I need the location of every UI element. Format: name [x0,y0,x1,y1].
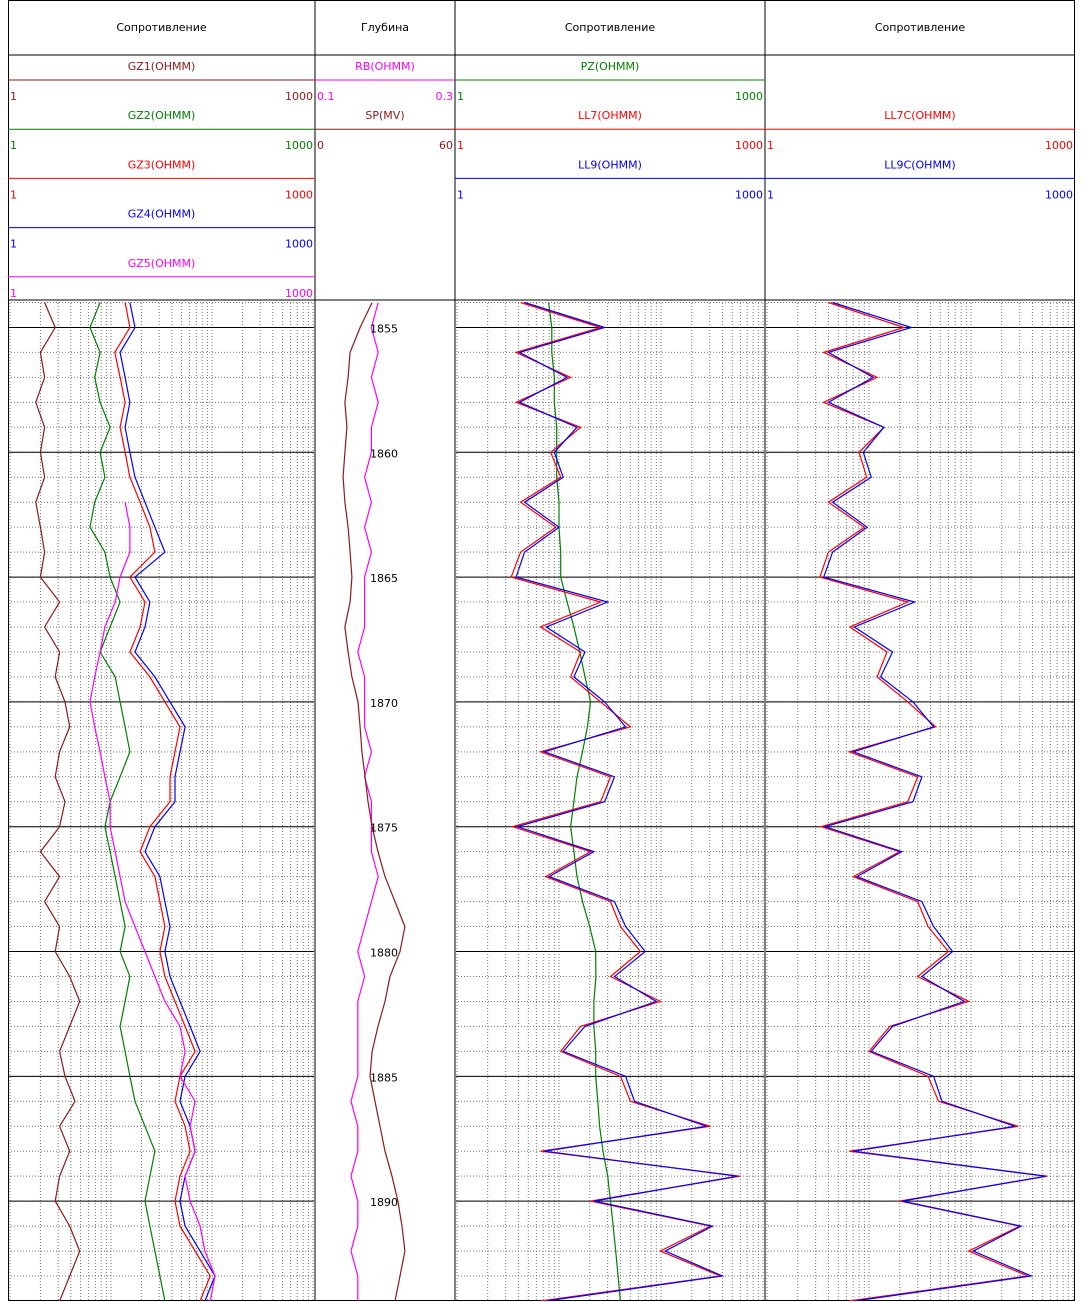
log-curve [822,301,1046,1301]
depth-label: 1865 [370,572,398,585]
curve-scale-max: 1000 [735,188,763,201]
curve-scale-max: 1000 [1045,188,1073,201]
curve-scale-max: 1000 [285,188,313,201]
depth-label: 1860 [370,447,398,460]
curve-name: PZ(OHMM) [581,60,640,73]
track-plot [9,301,314,1301]
curve-name: GZ5(OHMM) [128,257,196,270]
curve-scale-max: 1000 [1045,139,1073,152]
track-plot [456,301,764,1301]
curve-name: LL9(OHMM) [578,158,642,171]
curve-scale-min: 0 [317,139,324,152]
depth-label: 1875 [370,822,398,835]
curve-scale-min: 1 [457,188,464,201]
log-curve [350,302,379,1301]
curve-scale-max: 60 [439,139,453,152]
curve-scale-min: 1 [457,139,464,152]
track-plot [766,301,1074,1301]
curve-name: SP(MV) [365,109,404,122]
depth-label: 1885 [370,1071,398,1084]
curve-scale-min: 1 [10,139,17,152]
curve-scale-max: 1000 [285,287,313,300]
curve-scale-max: 1000 [285,90,313,103]
frame [8,0,1075,1301]
curve-scale-max: 0.3 [436,90,454,103]
depth-label: 1855 [370,322,398,335]
curve-name: GZ3(OHMM) [128,158,196,171]
curve-name: GZ4(OHMM) [128,208,196,221]
track-title: Сопротивление [875,21,965,34]
curve-name: LL7(OHMM) [578,109,642,122]
depth-label: 1890 [370,1196,398,1209]
curve-scale-min: 1 [457,90,464,103]
log-curve [114,302,211,1301]
log-curve [89,502,216,1301]
curve-scale-max: 1000 [735,90,763,103]
track-title: Сопротивление [565,21,655,34]
curve-name: LL9C(OHMM) [884,158,955,171]
track-title: Глубина [361,21,409,34]
curve-scale-max: 1000 [285,238,313,251]
log-curve [515,301,738,1301]
curve-scale-max: 1000 [735,139,763,152]
track-title: Сопротивление [116,21,206,34]
curve-scale-max: 1000 [285,139,313,152]
curve-scale-min: 1 [767,139,774,152]
log-curve [35,302,81,1301]
depth-label: 1870 [370,697,398,710]
log-curve [548,302,621,1301]
curve-name: RB(OHMM) [355,60,415,73]
curve-scale-min: 1 [10,188,17,201]
curve-scale-min: 1 [10,90,17,103]
curve-scale-min: 1 [10,287,17,300]
curve-name: GZ1(OHMM) [128,60,196,73]
curve-scale-min: 0.1 [317,90,335,103]
log-curve [342,302,406,1301]
curve-scale-min: 1 [10,238,17,251]
curve-scale-min: 1 [767,188,774,201]
track-plot [342,302,406,1301]
curve-name: GZ2(OHMM) [128,109,196,122]
curve-name: LL7C(OHMM) [884,109,955,122]
depth-label: 1880 [370,947,398,960]
